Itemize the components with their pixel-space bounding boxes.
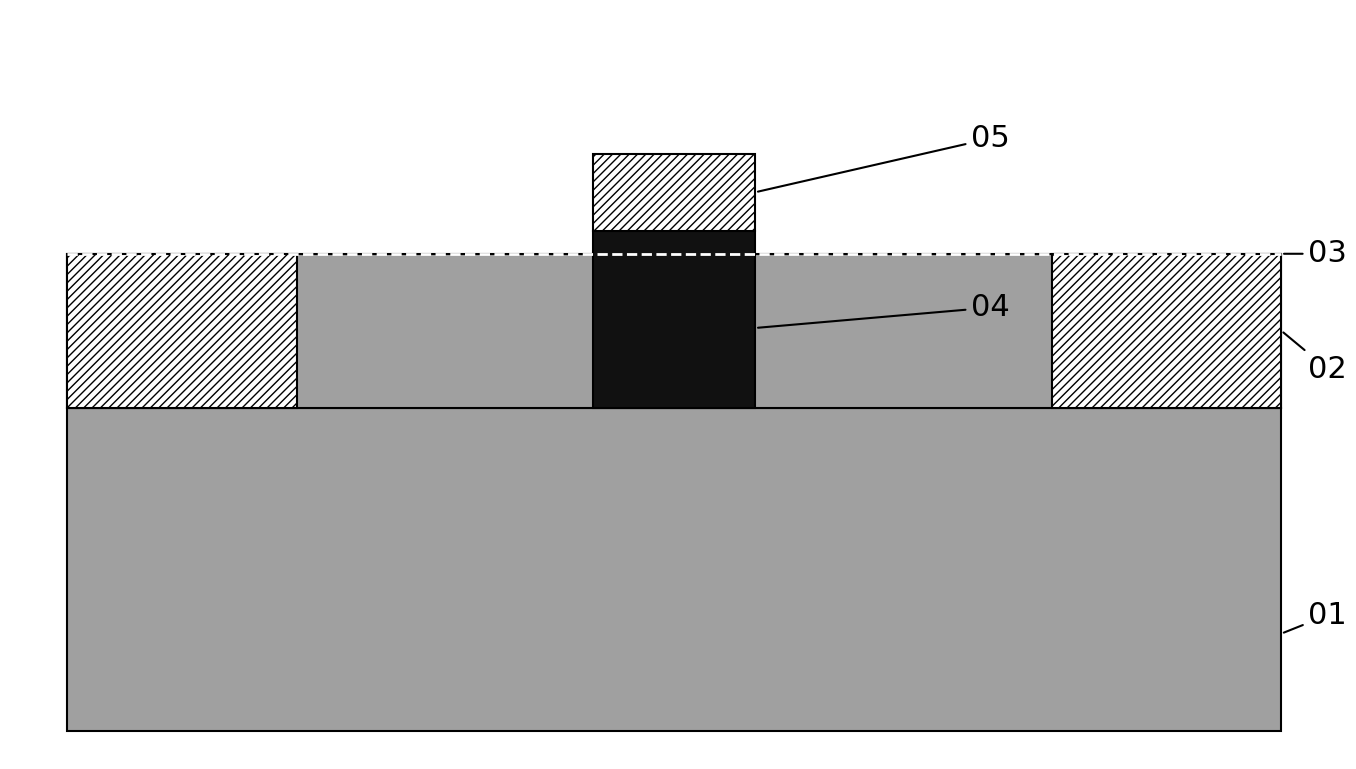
Bar (1052, 254, 1281, 408)
Bar (68, 408, 1281, 731)
Bar (68, 254, 1281, 408)
Text: 01: 01 (1284, 601, 1347, 633)
Text: 02: 02 (1283, 332, 1347, 384)
Bar (594, 154, 755, 231)
Bar (594, 231, 755, 408)
Bar (68, 254, 297, 408)
Text: 03: 03 (1284, 239, 1347, 268)
Text: 05: 05 (758, 124, 1010, 191)
Text: 04: 04 (758, 293, 1010, 328)
